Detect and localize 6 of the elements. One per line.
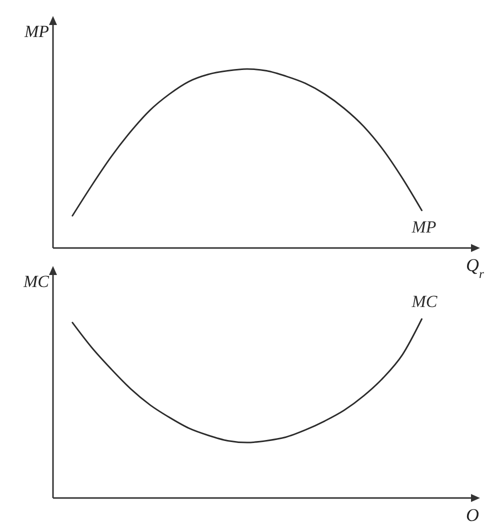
y-axis-title: MC bbox=[22, 272, 50, 291]
series-label: MP bbox=[410, 217, 436, 236]
y-axis-title: MP bbox=[23, 22, 49, 41]
x-axis-title: Q$_{r}$ bbox=[466, 255, 484, 281]
x-axis-title: O bbox=[466, 505, 479, 525]
series-label: MC bbox=[410, 292, 438, 311]
